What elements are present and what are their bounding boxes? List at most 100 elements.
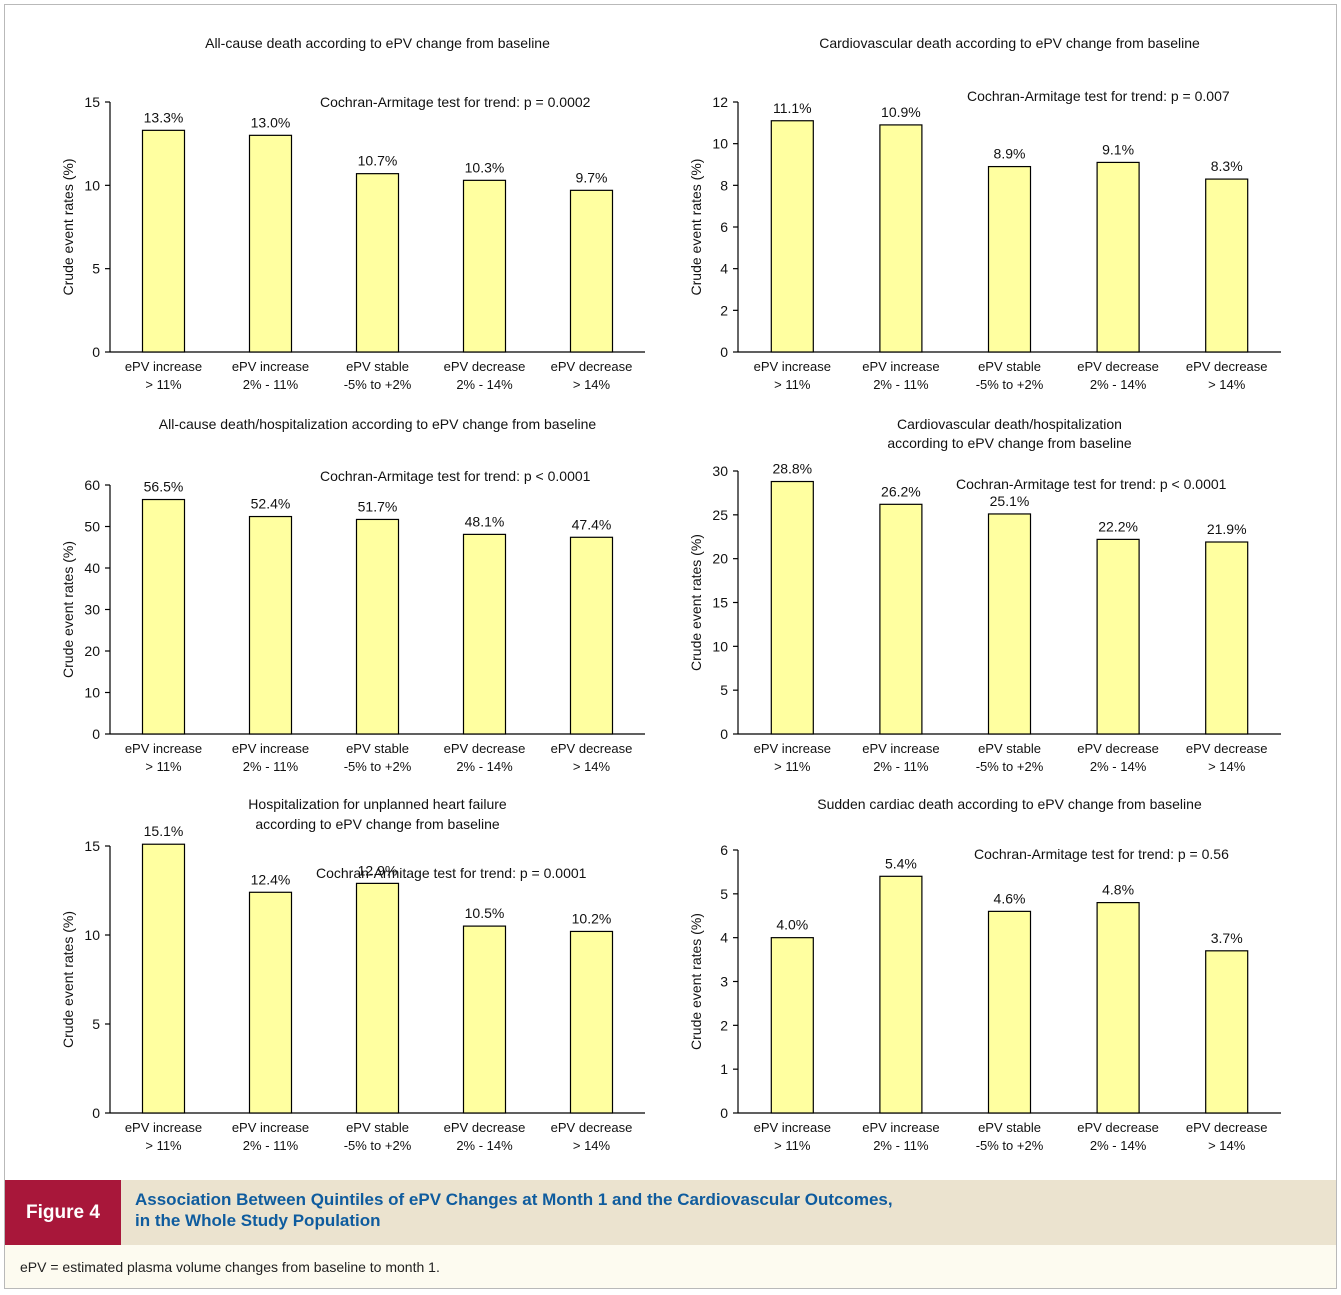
bar-value-label: 13.3% xyxy=(144,109,184,125)
x-category-label: > 14% xyxy=(573,759,611,774)
chart-panel-5: Hospitalization for unplanned heart fail… xyxy=(60,796,645,1153)
y-tick-label: 10 xyxy=(84,685,100,701)
y-tick-label: 4 xyxy=(720,261,728,277)
x-category-label: ePV decrease xyxy=(551,359,633,374)
y-tick-label: 3 xyxy=(720,974,728,990)
x-category-label: > 11% xyxy=(774,1138,811,1153)
bar-value-label: 10.5% xyxy=(465,905,505,921)
y-tick-label: 5 xyxy=(720,886,728,902)
bar-value-label: 10.9% xyxy=(881,104,921,120)
x-category-label: > 14% xyxy=(1208,759,1246,774)
y-tick-label: 15 xyxy=(84,838,100,854)
y-tick-label: 10 xyxy=(84,177,100,193)
y-tick-label: 0 xyxy=(92,726,100,742)
figure-title: Association Between Quintiles of ePV Cha… xyxy=(135,1189,1135,1231)
y-tick-label: 30 xyxy=(712,463,728,479)
bar xyxy=(879,124,923,353)
bar xyxy=(770,120,814,353)
x-category-label: ePV stable xyxy=(346,741,409,756)
x-category-label: ePV decrease xyxy=(1077,359,1159,374)
x-category-label: ePV increase xyxy=(754,741,831,756)
y-tick-label: 0 xyxy=(92,344,100,360)
bar xyxy=(879,503,923,735)
x-category-label: > 11% xyxy=(774,759,811,774)
y-tick-label: 5 xyxy=(92,261,100,277)
x-category-label: > 14% xyxy=(1208,377,1246,392)
y-axis-label: Crude event rates (%) xyxy=(688,159,704,296)
x-category-label: > 11% xyxy=(145,1138,182,1153)
x-category-label: ePV decrease xyxy=(444,359,526,374)
bar-value-label: 8.3% xyxy=(1211,158,1243,174)
x-category-label: ePV decrease xyxy=(551,741,633,756)
bar xyxy=(770,937,814,1114)
bar-value-label: 4.0% xyxy=(776,917,808,933)
bar xyxy=(355,882,400,1114)
charts-canvas: All-cause death according to ePV change … xyxy=(60,35,1281,1153)
chart-panel-2: Cardiovascular death according to ePV ch… xyxy=(688,35,1281,392)
bar xyxy=(879,875,923,1114)
bar-value-label: 47.4% xyxy=(572,516,612,532)
bar xyxy=(1096,901,1140,1114)
x-category-label: ePV increase xyxy=(862,741,939,756)
y-tick-label: 25 xyxy=(712,507,728,523)
bar-value-label: 21.9% xyxy=(1207,521,1247,537)
bar xyxy=(248,134,293,353)
figure-title-line-1: Association Between Quintiles of ePV Cha… xyxy=(135,1190,893,1209)
x-category-label: 2% - 14% xyxy=(456,1138,513,1153)
y-axis-label: Crude event rates (%) xyxy=(688,913,704,1050)
y-axis-label: Crude event rates (%) xyxy=(60,159,76,296)
bar xyxy=(141,498,186,735)
x-category-label: ePV decrease xyxy=(1186,1120,1268,1135)
y-tick-label: 2 xyxy=(720,1017,728,1033)
x-category-label: 2% - 11% xyxy=(873,377,929,392)
bar-value-label: 10.7% xyxy=(358,153,398,169)
x-category-label: ePV decrease xyxy=(1186,741,1268,756)
x-category-label: ePV increase xyxy=(754,359,831,374)
bar-value-label: 56.5% xyxy=(144,479,184,495)
x-category-label: 2% - 11% xyxy=(243,1138,299,1153)
y-tick-label: 15 xyxy=(84,94,100,110)
chart-title: All-cause death according to ePV change … xyxy=(205,35,550,51)
bar xyxy=(987,910,1032,1114)
y-tick-label: 0 xyxy=(720,1105,728,1121)
x-category-label: > 11% xyxy=(774,377,811,392)
bar xyxy=(462,925,507,1114)
x-category-label: 2% - 14% xyxy=(1090,1138,1147,1153)
x-category-label: ePV decrease xyxy=(1186,359,1268,374)
bar-value-label: 10.3% xyxy=(465,159,505,175)
y-tick-label: 20 xyxy=(712,551,728,567)
x-category-label: 2% - 14% xyxy=(1090,377,1147,392)
y-tick-label: 10 xyxy=(712,136,728,152)
trend-test-annotation: Cochran-Armitage test for trend: p = 0.5… xyxy=(974,846,1229,862)
bar xyxy=(1096,538,1140,735)
y-tick-label: 30 xyxy=(84,602,100,618)
x-category-label: -5% to +2% xyxy=(976,1138,1044,1153)
footnote-bar: ePV = estimated plasma volume changes fr… xyxy=(5,1245,1336,1288)
x-category-label: > 14% xyxy=(573,377,611,392)
x-category-label: ePV stable xyxy=(346,1120,409,1135)
y-tick-label: 15 xyxy=(712,595,728,611)
bar xyxy=(987,513,1032,735)
chart-title: Cardiovascular death according to ePV ch… xyxy=(819,35,1200,51)
y-tick-label: 10 xyxy=(712,638,728,654)
bar-value-label: 28.8% xyxy=(772,461,812,477)
bar-value-label: 4.6% xyxy=(994,890,1026,906)
x-category-label: 2% - 14% xyxy=(1090,759,1147,774)
bar-value-label: 48.1% xyxy=(465,513,505,529)
y-tick-label: 50 xyxy=(84,519,100,535)
x-category-label: -5% to +2% xyxy=(344,759,412,774)
bar-value-label: 13.0% xyxy=(251,114,291,130)
chart-title: according to ePV change from baseline xyxy=(255,816,500,832)
figure-title-line-2: in the Whole Study Population xyxy=(135,1211,381,1230)
chart-panel-4: Cardiovascular death/hospitalization acco… xyxy=(688,416,1281,774)
x-category-label: 2% - 11% xyxy=(243,759,299,774)
x-category-label: ePV stable xyxy=(978,741,1041,756)
x-category-label: ePV increase xyxy=(232,1120,309,1135)
chart-title: Cardiovascular death/hospitalization xyxy=(897,416,1122,432)
bar xyxy=(1205,178,1249,353)
y-tick-label: 2 xyxy=(720,302,728,318)
x-category-label: > 11% xyxy=(145,377,182,392)
chart-panel-1: All-cause death according to ePV change … xyxy=(60,35,645,392)
bar xyxy=(1205,541,1249,735)
trend-test-annotation: Cochran-Armitage test for trend: p = 0.0… xyxy=(967,88,1230,104)
